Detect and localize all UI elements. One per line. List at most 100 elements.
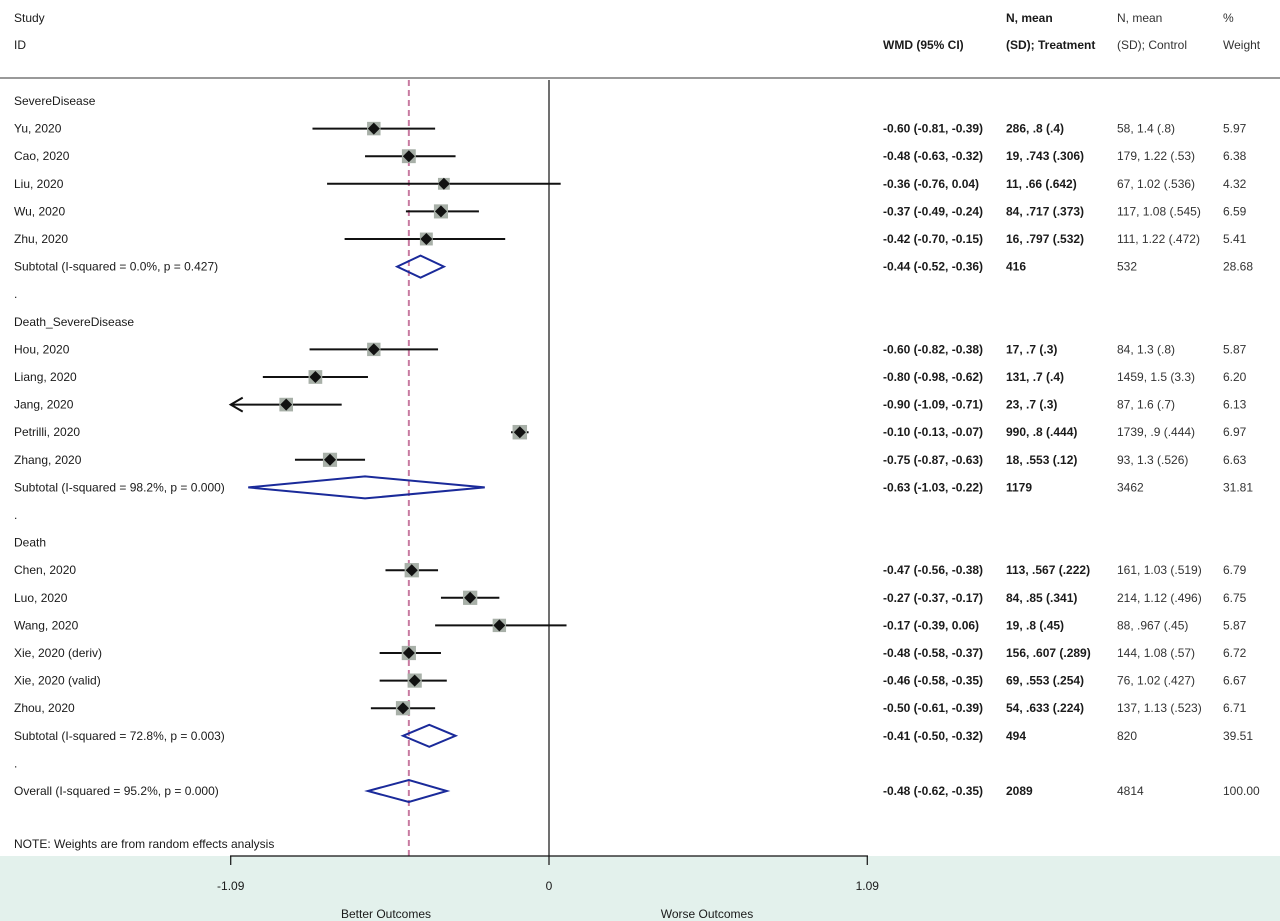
control-value: 161, 1.03 (.519) (1117, 563, 1202, 577)
row-study: Liang, 2020 -0.80 (-0.98, -0.62) 131, .7 (… (14, 370, 1247, 384)
weight-value: 5.97 (1223, 122, 1247, 136)
treatment-value: 2089 (1006, 784, 1033, 798)
subtotal-diamond (394, 254, 447, 279)
row-study: Liu, 2020 -0.36 (-0.76, 0.04) 11, .66 (.64… (14, 177, 1247, 191)
ci-arrow (228, 396, 244, 413)
effect-ci: -0.48 (-0.62, -0.35) (883, 784, 983, 798)
row-study: Cao, 2020 -0.48 (-0.63, -0.32) 19, .743 (.… (14, 149, 1247, 163)
row-label: Wu, 2020 (14, 204, 65, 218)
header-treatment-line2: (SD); Treatment (1006, 38, 1095, 52)
row-label: Petrilli, 2020 (14, 425, 80, 439)
weight-value: 6.20 (1223, 370, 1247, 384)
point-estimate (309, 371, 322, 383)
weight-value: 5.87 (1223, 618, 1247, 632)
row-label: Cao, 2020 (14, 149, 70, 163)
point-estimate (367, 122, 380, 135)
treatment-value: 990, .8 (.444) (1006, 425, 1077, 439)
treatment-value: 84, .717 (.373) (1006, 204, 1084, 218)
row-overall: Overall (I-squared = 95.2%, p = 0.000) -0… (14, 778, 1260, 804)
spacer-dot: . (14, 756, 17, 770)
header-study: Study (14, 11, 45, 25)
control-value: 179, 1.22 (.53) (1117, 149, 1195, 163)
row-label: Subtotal (I-squared = 72.8%, p = 0.003) (14, 729, 225, 743)
point-estimate (493, 619, 506, 632)
row-subtotal: Subtotal (I-squared = 98.2%, p = 0.000) -… (14, 475, 1253, 500)
weight-value: 6.75 (1223, 591, 1247, 605)
treatment-value: 69, .553 (.254) (1006, 674, 1084, 688)
row-label: Chen, 2020 (14, 563, 76, 577)
group-label: Death_SevereDisease (14, 315, 134, 329)
point-estimate (513, 426, 526, 439)
group-label: SevereDisease (14, 94, 96, 108)
treatment-value: 131, .7 (.4) (1006, 370, 1064, 384)
weight-value: 31.81 (1223, 480, 1253, 494)
row-study: Wu, 2020 -0.37 (-0.49, -0.24) 84, .717 (.3… (14, 204, 1247, 219)
header-effect: WMD (95% CI) (883, 38, 964, 52)
row-study: Luo, 2020 -0.27 (-0.37, -0.17) 84, .85 (.3… (14, 590, 1247, 605)
spacer-dot: . (14, 287, 17, 301)
header-control-line1: N, mean (1117, 11, 1162, 25)
effect-ci: -0.36 (-0.76, 0.04) (883, 177, 979, 191)
row-group: SevereDisease (14, 94, 96, 108)
header-weight-line2: Weight (1223, 38, 1261, 52)
weight-value: 6.97 (1223, 425, 1247, 439)
rows: SevereDisease Yu, 2020 -0.60 (-0.81, -0.39… (14, 94, 1260, 804)
point-estimate (420, 233, 433, 245)
row-label: Luo, 2020 (14, 591, 68, 605)
point-estimate (408, 674, 421, 687)
control-value: 111, 1.22 (.472) (1117, 232, 1200, 246)
row-study: Jang, 2020 -0.90 (-1.09, -0.71) 23, .7 (.3… (14, 396, 1247, 413)
row-subtotal: Subtotal (I-squared = 0.0%, p = 0.427) -0… (14, 254, 1253, 279)
effect-ci: -0.60 (-0.81, -0.39) (883, 122, 983, 136)
row-label: Subtotal (I-squared = 98.2%, p = 0.000) (14, 480, 225, 494)
row-study: Wang, 2020 -0.17 (-0.39, 0.06) 19, .8 (.45… (14, 618, 1247, 632)
group-label: Death (14, 536, 46, 550)
row-label: Yu, 2020 (14, 122, 62, 136)
weight-value: 6.38 (1223, 149, 1247, 163)
row-group: Death_SevereDisease (14, 315, 134, 329)
effect-ci: -0.46 (-0.58, -0.35) (883, 674, 983, 688)
weight-value: 5.87 (1223, 342, 1247, 356)
effect-ci: -0.44 (-0.52, -0.36) (883, 260, 983, 274)
treatment-value: 156, .607 (.289) (1006, 646, 1091, 660)
weight-value: 28.68 (1223, 260, 1253, 274)
x-axis: -1.09 0 1.09 (217, 855, 879, 893)
control-value: 76, 1.02 (.427) (1117, 674, 1195, 688)
header-id: ID (14, 38, 26, 52)
effect-ci: -0.63 (-1.03, -0.22) (883, 480, 983, 494)
weight-value: 5.41 (1223, 232, 1247, 246)
treatment-value: 84, .85 (.341) (1006, 591, 1077, 605)
weight-value: 4.32 (1223, 177, 1247, 191)
row-label: Xie, 2020 (deriv) (14, 646, 102, 660)
effect-ci: -0.37 (-0.49, -0.24) (883, 204, 983, 218)
treatment-value: 416 (1006, 260, 1026, 274)
treatment-value: 286, .8 (.4) (1006, 122, 1064, 136)
header-weight-line1: % (1223, 11, 1234, 25)
axis-left-label: Better Outcomes (341, 907, 431, 921)
axis-band (0, 856, 1280, 921)
weight-value: 6.72 (1223, 646, 1247, 660)
point-estimate (324, 453, 336, 466)
reference-lines (407, 80, 550, 856)
row-group: Death (14, 536, 46, 550)
effect-ci: -0.75 (-0.87, -0.63) (883, 453, 983, 467)
row-study: Hou, 2020 -0.60 (-0.82, -0.38) 17, .7 (.3)… (14, 342, 1247, 356)
point-estimate (437, 177, 450, 190)
effect-ci: -0.47 (-0.56, -0.38) (883, 563, 983, 577)
row-study: Zhou, 2020 -0.50 (-0.61, -0.39) 54, .633 (… (14, 701, 1247, 716)
row-label: Overall (I-squared = 95.2%, p = 0.000) (14, 784, 219, 798)
point-estimate (280, 398, 293, 411)
point-estimate (402, 647, 415, 659)
treatment-value: 23, .7 (.3) (1006, 398, 1057, 412)
row-label: Xie, 2020 (valid) (14, 674, 101, 688)
treatment-value: 113, .567 (.222) (1006, 563, 1090, 577)
header-treatment-line1: N, mean (1006, 11, 1053, 25)
point-estimate (367, 343, 380, 356)
control-value: 58, 1.4 (.8) (1117, 122, 1175, 136)
effect-ci: -0.41 (-0.50, -0.32) (883, 729, 983, 743)
row-label: Zhang, 2020 (14, 453, 82, 467)
weight-value: 6.71 (1223, 701, 1247, 715)
weight-value: 39.51 (1223, 729, 1253, 743)
row-label: Subtotal (I-squared = 0.0%, p = 0.427) (14, 260, 218, 274)
row-label: Jang, 2020 (14, 398, 74, 412)
